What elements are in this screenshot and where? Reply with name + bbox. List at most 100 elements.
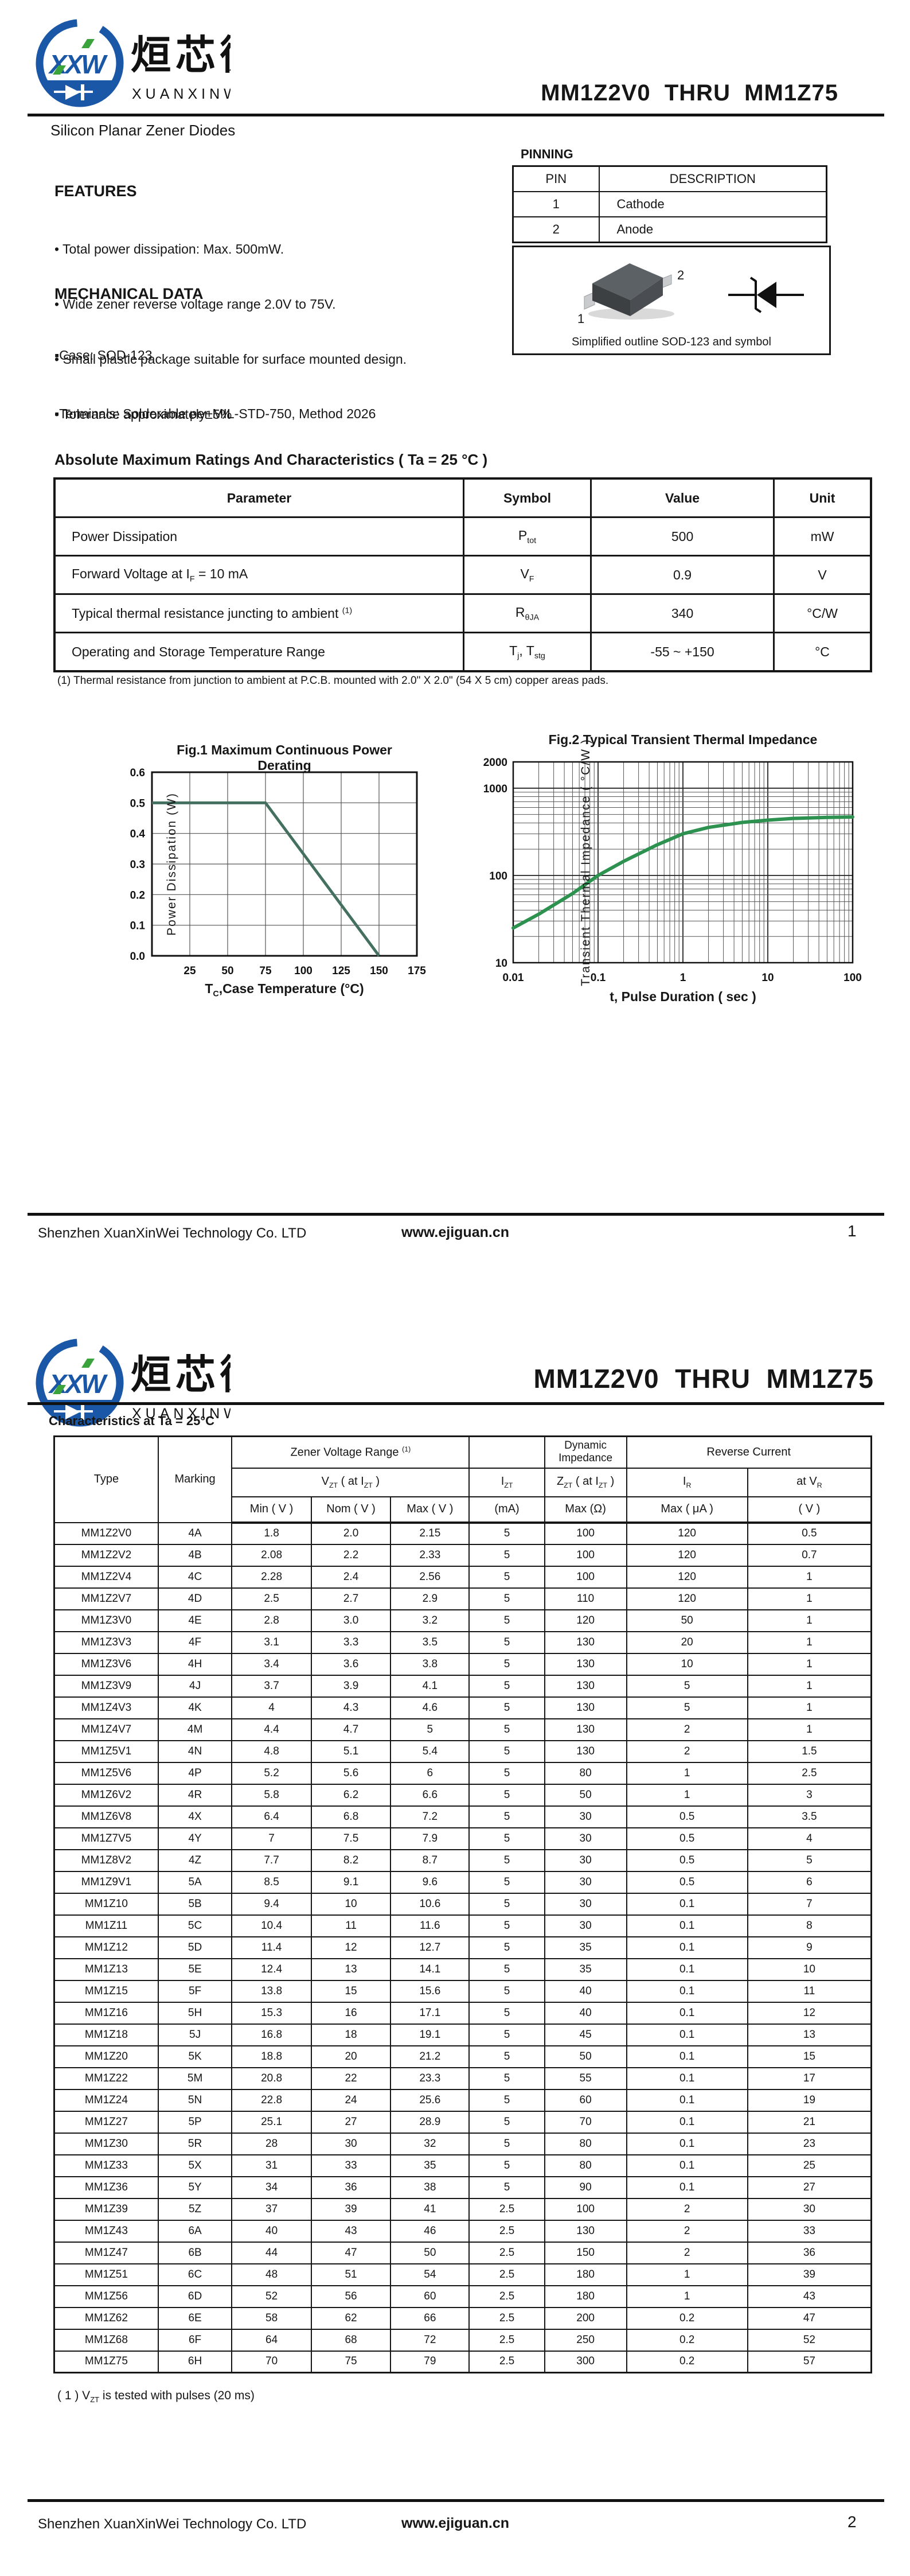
page-number: 2: [847, 2513, 857, 2531]
value-cell: 6A: [157, 2219, 233, 2243]
type-cell: MM1Z5V6: [53, 1761, 159, 1785]
value-cell: 150: [544, 2241, 627, 2264]
char-header-symbol-row: VZT ( at IZT ) IZT ZZT ( at IZT ) IR at …: [54, 1467, 872, 1497]
value-cell: 90: [544, 2176, 627, 2199]
value-cell: 68: [310, 2328, 392, 2352]
char-table-row: MM1Z4V7 4M 4.4 4.7 5 5 130 2 1: [53, 1718, 872, 1741]
char-table-row: MM1Z27 5P 25.1 27 28.9 5 70 0.1 21: [53, 2110, 872, 2134]
value-cell: 5: [468, 2176, 545, 2199]
value-cell: 4C: [157, 1565, 233, 1589]
value-cell: 7: [747, 1892, 872, 1916]
logo-diode-icon: [54, 84, 93, 100]
value-cell: 120: [626, 1522, 748, 1545]
value-cell: 12.4: [231, 1958, 312, 1981]
page-title: MM1Z2V0 THRU MM1Z75: [541, 80, 838, 106]
value-cell: 2.8: [231, 1609, 312, 1632]
value-cell: 5C: [157, 1914, 233, 1937]
value-cell: 79: [390, 2350, 470, 2373]
value-cell: 0.9: [590, 555, 775, 595]
value-cell: 58: [231, 2306, 312, 2330]
char-table-row: MM1Z33 5X 31 33 35 5 80 0.1 25: [53, 2154, 872, 2177]
svg-text:50: 50: [221, 965, 233, 977]
value-cell: 0.1: [626, 1914, 748, 1937]
value-cell: 4Y: [157, 1827, 233, 1850]
value-cell: 5.8: [231, 1783, 312, 1807]
value-cell: 40: [544, 2001, 627, 2025]
value-cell: 16: [310, 2001, 392, 2025]
value-cell: 200: [544, 2306, 627, 2330]
value-cell: 3.2: [390, 1609, 470, 1632]
value-cell: 9.6: [390, 1870, 470, 1894]
company-logo: XXW 烜芯微 XUANXINWEI: [36, 19, 231, 107]
svg-text:0.2: 0.2: [130, 889, 145, 901]
col-header-unit: Unit: [773, 477, 872, 518]
value-cell: 64: [231, 2328, 312, 2352]
value-cell: 4N: [157, 1740, 233, 1763]
value-cell: 5: [468, 1979, 545, 2003]
value-cell: 2.5: [468, 2241, 545, 2264]
value-cell: 5: [468, 1522, 545, 1545]
svg-text:175: 175: [408, 965, 426, 977]
value-cell: 0.1: [626, 2176, 748, 2199]
svg-text:25: 25: [183, 965, 196, 977]
char-table-row: MM1Z10 5B 9.4 10 10.6 5 30 0.1 7: [53, 1892, 872, 1916]
value-cell: 5: [468, 1783, 545, 1807]
value-cell: 4.1: [390, 1674, 470, 1698]
value-cell: 3.5: [390, 1631, 470, 1654]
char-table-row: MM1Z2V7 4D 2.5 2.7 2.9 5 110 120 1: [53, 1587, 872, 1610]
value-cell: 27: [747, 2176, 872, 2199]
sub-header-min: Min ( V ): [231, 1496, 312, 1524]
value-cell: 11: [747, 1979, 872, 2003]
fig2-title: Fig.2 Typical Transient Thermal Impedanc…: [548, 732, 818, 747]
value-cell: 22: [310, 2067, 392, 2090]
col-header-type: Type: [53, 1435, 159, 1523]
value-cell: 3.0: [310, 1609, 392, 1632]
value-cell: 33: [310, 2154, 392, 2177]
value-cell: 4Z: [157, 1849, 233, 1872]
value-cell: 7.5: [310, 1827, 392, 1850]
value-cell: 5.2: [231, 1761, 312, 1785]
value-cell: 30: [544, 1849, 627, 1872]
value-cell: 39: [310, 2197, 392, 2221]
symbol-cell: VF: [462, 555, 592, 595]
value-cell: 2.08: [231, 1543, 312, 1567]
footer-website-link[interactable]: www.ejiguan.cn: [401, 2515, 509, 2531]
type-cell: MM1Z75: [53, 2350, 159, 2373]
value-cell: 9: [747, 1936, 872, 1959]
pinning-heading: PINNING: [521, 147, 573, 161]
value-cell: 0.1: [626, 2110, 748, 2134]
value-cell: 46: [390, 2219, 470, 2243]
pin-table-header-row: PIN DESCRIPTION: [512, 165, 827, 192]
value-cell: 5.1: [310, 1740, 392, 1763]
footer-website-link[interactable]: www.ejiguan.cn: [401, 1224, 509, 1240]
value-cell: 10.6: [390, 1892, 470, 1916]
value-cell: 5K: [157, 2045, 233, 2068]
value-cell: 100: [544, 1565, 627, 1589]
value-cell: 0.2: [626, 2306, 748, 2330]
pin-description: Anode: [598, 216, 827, 243]
value-cell: 23: [747, 2132, 872, 2155]
value-cell: 5: [468, 1565, 545, 1589]
char-table-row: MM1Z6V8 4X 6.4 6.8 7.2 5 30 0.5 3.5: [53, 1805, 872, 1828]
value-cell: 4B: [157, 1543, 233, 1567]
value-cell: 20: [626, 1631, 748, 1654]
value-cell: 5: [468, 2045, 545, 2068]
value-cell: 8.2: [310, 1849, 392, 1872]
value-cell: 30: [544, 1805, 627, 1828]
type-cell: MM1Z22: [53, 2067, 159, 2090]
parameter-cell: Operating and Storage Temperature Range: [53, 632, 464, 672]
value-cell: 5: [468, 1652, 545, 1676]
svg-text:150: 150: [370, 965, 388, 977]
type-cell: MM1Z7V5: [53, 1827, 159, 1850]
value-cell: 2: [626, 2197, 748, 2221]
group-header-reverse-current: Reverse Current: [626, 1435, 872, 1469]
value-cell: 1: [747, 1696, 872, 1719]
features-heading: FEATURES: [54, 182, 137, 200]
value-cell: 15: [747, 2045, 872, 2068]
char-table-row: MM1Z62 6E 58 62 66 2.5 200 0.2 47: [53, 2306, 872, 2330]
value-cell: 44: [231, 2241, 312, 2264]
value-cell: 2.5: [468, 2263, 545, 2286]
value-cell: 0.1: [626, 2023, 748, 2046]
char-table-row: MM1Z3V3 4F 3.1 3.3 3.5 5 130 20 1: [53, 1631, 872, 1654]
value-cell: 100: [544, 1543, 627, 1567]
